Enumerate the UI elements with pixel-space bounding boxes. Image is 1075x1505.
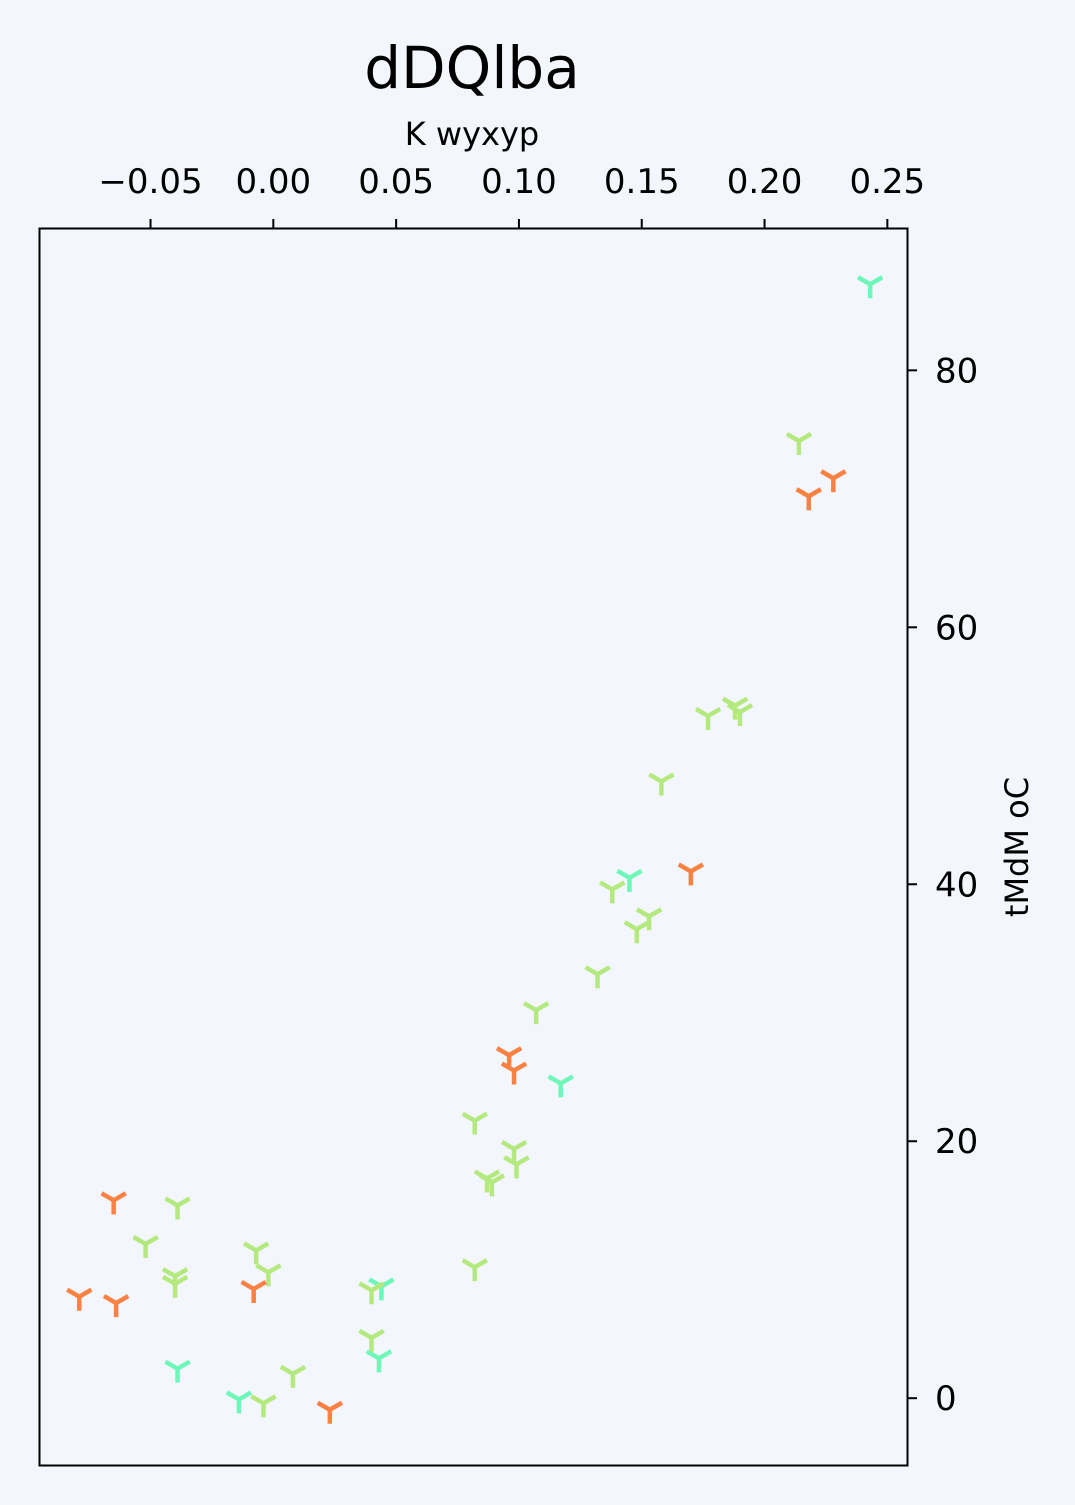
data-point: [648, 772, 675, 796]
data-points: [66, 275, 884, 1424]
data-point: [279, 1364, 307, 1388]
data-point: [365, 1349, 393, 1373]
data-point: [461, 1258, 488, 1282]
plot-area-frame: [38, 227, 909, 1467]
data-point: [66, 1287, 93, 1311]
x-axis-ticks: −0.05 0.00 0.05 0.10 0.15 0.20 0.25: [98, 162, 925, 229]
data-point: [478, 1173, 506, 1197]
data-point: [102, 1294, 130, 1318]
y-axis-ticks: 0 20 40 60 80: [907, 351, 978, 1419]
x-axis-label: K wyxyp: [405, 115, 539, 153]
data-point: [240, 1280, 267, 1303]
data-point: [316, 1400, 344, 1424]
x-tick-label: 0.25: [849, 162, 925, 202]
data-point: [547, 1074, 574, 1098]
data-point: [250, 1394, 277, 1418]
data-point: [584, 965, 611, 989]
data-point: [164, 1196, 191, 1220]
data-point: [677, 862, 705, 886]
x-tick-label: 0.05: [358, 162, 434, 202]
data-point: [616, 868, 643, 892]
data-point: [242, 1241, 270, 1265]
data-point: [726, 703, 754, 727]
x-tick-label: 0.00: [235, 162, 311, 202]
y-tick-label: 60: [935, 608, 978, 648]
y-tick-label: 40: [935, 865, 978, 905]
data-point: [522, 1001, 550, 1025]
data-point: [164, 1359, 191, 1383]
data-point: [461, 1111, 488, 1135]
data-point: [255, 1263, 282, 1287]
data-point: [503, 1155, 530, 1179]
data-point: [795, 487, 823, 511]
x-tick-label: 0.15: [604, 162, 680, 202]
data-point: [856, 275, 884, 299]
y-axis-label: tMdM oC: [998, 777, 1036, 917]
data-point: [500, 1061, 528, 1085]
data-point: [225, 1390, 253, 1414]
x-tick-label: 0.10: [481, 162, 557, 202]
chart-title: dDQlba: [364, 34, 580, 102]
data-point: [694, 706, 722, 730]
y-tick-label: 80: [935, 351, 978, 391]
y-tick-label: 0: [935, 1379, 957, 1419]
y-tick-label: 20: [935, 1122, 978, 1162]
data-point: [358, 1281, 385, 1305]
data-point: [132, 1235, 159, 1259]
data-point: [820, 469, 847, 493]
data-point: [358, 1328, 385, 1352]
x-tick-label: −0.05: [98, 162, 202, 202]
data-point: [599, 880, 626, 904]
data-point: [785, 432, 813, 455]
data-point: [623, 920, 651, 944]
data-point: [161, 1274, 189, 1298]
data-point: [100, 1191, 127, 1215]
x-tick-label: 0.20: [727, 162, 803, 202]
